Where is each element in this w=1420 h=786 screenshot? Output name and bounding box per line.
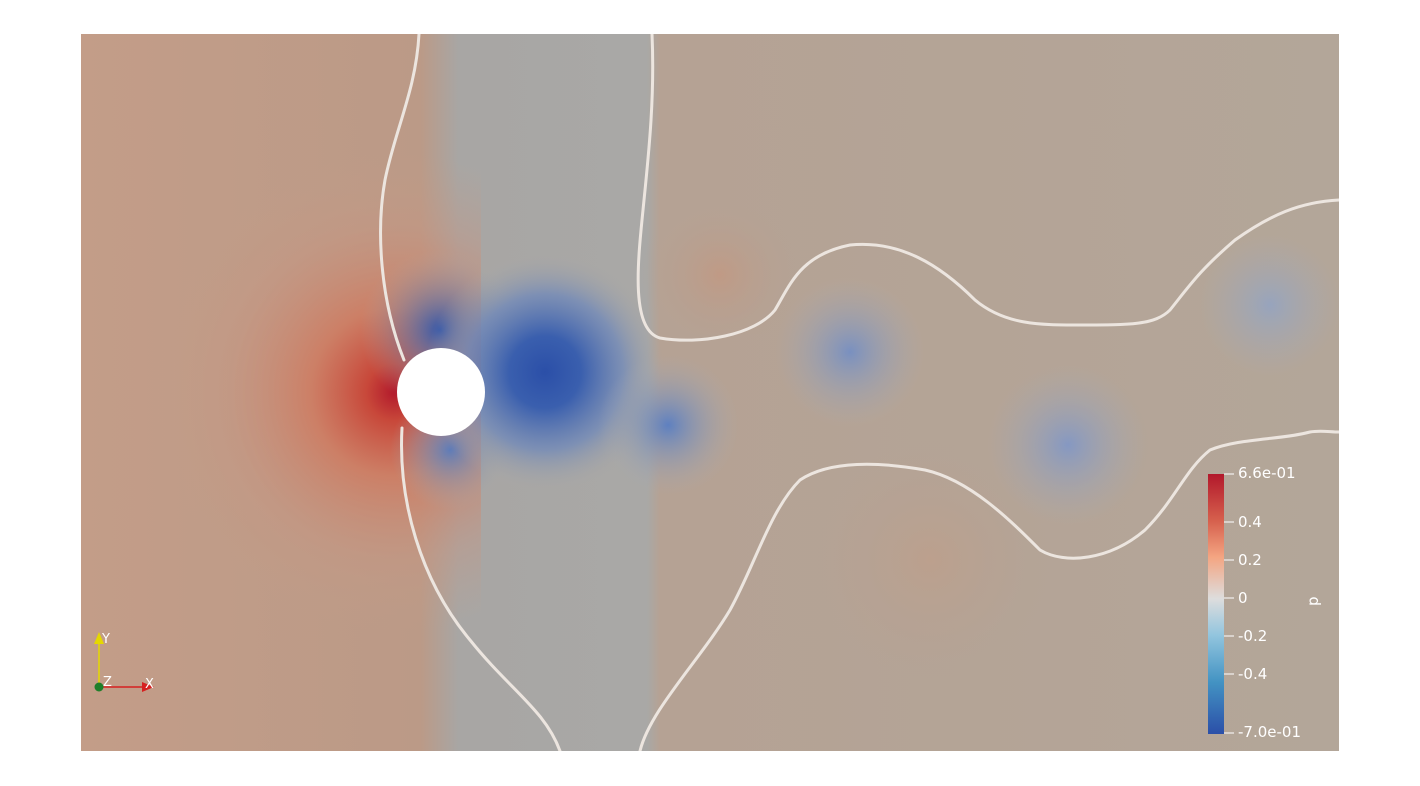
- colorbar-max-label: 6.6e-01: [1238, 464, 1296, 482]
- colorbar-gradient: [1208, 474, 1224, 734]
- colorbar-tick-label: -0.2: [1238, 627, 1267, 645]
- x-axis-label: X: [145, 677, 154, 692]
- contour-wake-lower: [638, 429, 1339, 751]
- scalar-bar[interactable]: 6.6e-01 0.4 0.2 0 -0.2 -0.4 -7.0e-01 p: [1208, 464, 1322, 741]
- cylinder-obstacle: [397, 348, 485, 436]
- contour-upstream-bottom: [400, 426, 562, 751]
- z-axis-point: [94, 682, 104, 692]
- y-axis-label: Y: [101, 632, 110, 647]
- y-axis-arrowhead: [94, 632, 104, 644]
- wake-vortex-1: [590, 350, 750, 500]
- contour-upstream-top: [379, 34, 421, 362]
- pressure-domain: [81, 34, 1339, 751]
- wake-vortex-4: [1195, 230, 1339, 380]
- colorbar-tick-label: 0.2: [1238, 551, 1262, 569]
- colorbar-field-title: p: [1304, 596, 1322, 606]
- wake-vortex-3: [985, 360, 1155, 540]
- contour-lines: [379, 34, 1339, 751]
- colorbar-tick-label: -0.4: [1238, 665, 1267, 683]
- colorbar-tick-label: 0: [1238, 589, 1248, 607]
- orientation-axes[interactable]: Y Z X: [94, 632, 154, 692]
- colorbar-min-label: -7.0e-01: [1238, 723, 1301, 741]
- colorbar-tick-label: 0.4: [1238, 513, 1262, 531]
- z-axis-label: Z: [103, 675, 112, 690]
- x-axis-arrowhead: [142, 682, 154, 692]
- contour-wake-upper: [636, 34, 1339, 342]
- wake-vortex-2: [770, 270, 930, 440]
